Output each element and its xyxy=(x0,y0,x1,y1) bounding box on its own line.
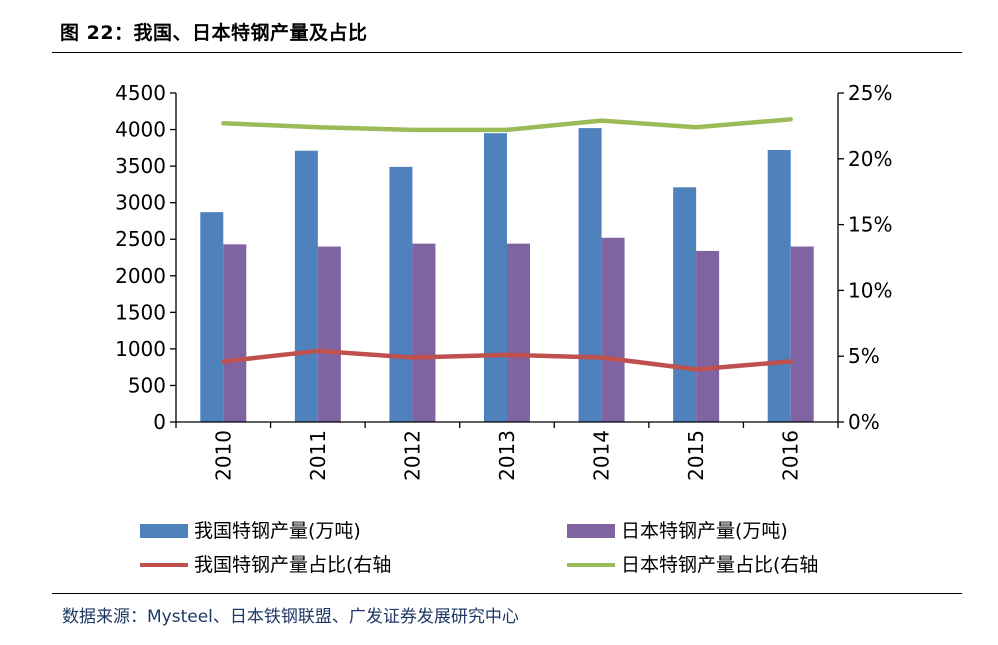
y2-tick-label: 10% xyxy=(848,278,892,302)
legend-swatch-china-bar xyxy=(140,524,188,538)
y-tick-label: 0 xyxy=(153,410,166,434)
x-tick-label: 2015 xyxy=(684,430,708,481)
bar-japan-2013 xyxy=(507,243,530,422)
source-note: 数据来源：Mysteel、日本铁钢联盟、广发证券发展研究中心 xyxy=(62,607,519,627)
y2-tick-label: 5% xyxy=(848,344,880,368)
bar-japan-2015 xyxy=(696,250,720,422)
legend-swatch-japan-share xyxy=(567,563,615,567)
title-bar: 图 22：我国、日本特钢产量及占比 xyxy=(52,12,962,53)
x-tick-label: 2016 xyxy=(779,430,803,481)
x-tick-label: 2014 xyxy=(590,430,614,481)
y2-tick-label: 15% xyxy=(848,213,892,237)
y2-tick-label: 20% xyxy=(848,147,892,171)
y-tick-label: 4500 xyxy=(115,81,166,105)
legend-label-japan-share: 日本特钢产量占比(右轴 xyxy=(621,554,819,576)
line-japan-share xyxy=(221,117,793,133)
bar-china-2011 xyxy=(294,150,318,422)
y-tick-label: 2500 xyxy=(115,227,166,251)
bar-china-2014 xyxy=(578,128,602,423)
y-tick-label: 1000 xyxy=(115,337,166,361)
bar-japan-2016 xyxy=(790,246,814,422)
y-tick-label: 1500 xyxy=(115,300,166,324)
y-tick-label: 3000 xyxy=(115,191,166,215)
source-bar: 数据来源：Mysteel、日本铁钢联盟、广发证券发展研究中心 xyxy=(52,593,962,627)
bar-japan-2012 xyxy=(412,243,436,422)
y2-tick-label: 0% xyxy=(848,410,880,434)
figure-title: 图 22：我国、日本特钢产量及占比 xyxy=(60,22,368,44)
y2-tick-label: 25% xyxy=(848,81,892,105)
x-tick-label: 2010 xyxy=(211,430,235,481)
legend-swatch-japan-bar xyxy=(567,524,615,538)
legend-swatch-china-share xyxy=(140,563,188,567)
bar-china-2015 xyxy=(673,187,697,422)
legend-label-china-share: 我国特钢产量占比(右轴 xyxy=(194,554,392,576)
y-tick-label: 500 xyxy=(128,373,166,397)
line-china-share xyxy=(221,348,793,372)
legend-label-japan-bar: 日本特钢产量(万吨) xyxy=(621,520,788,542)
bar-china-2013 xyxy=(484,133,507,422)
bar-china-2012 xyxy=(389,166,413,422)
x-tick-label: 2011 xyxy=(306,430,330,481)
bar-japan-2014 xyxy=(601,237,625,422)
bar-china-2010 xyxy=(200,212,224,422)
y-tick-label: 3500 xyxy=(115,154,166,178)
bar-china-2016 xyxy=(767,150,791,422)
x-tick-label: 2013 xyxy=(495,430,519,481)
x-tick-label: 2012 xyxy=(400,430,424,481)
bar-japan-2011 xyxy=(317,246,341,422)
y-tick-label: 4000 xyxy=(115,118,166,142)
bar-japan-2010 xyxy=(223,244,247,422)
y-tick-label: 2000 xyxy=(115,264,166,288)
legend-label-china-bar: 我国特钢产量(万吨) xyxy=(194,520,361,542)
